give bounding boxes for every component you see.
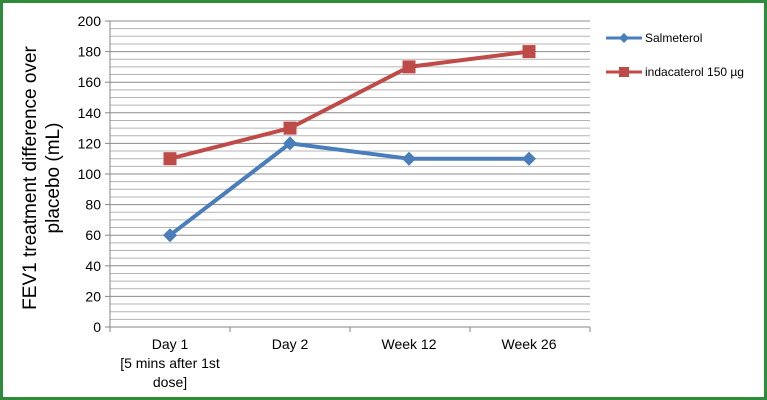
y-tick-label: 180: [78, 44, 102, 60]
data-point-marker: [402, 60, 416, 74]
x-tick-label: Week 26: [502, 336, 557, 352]
data-point-marker: [522, 151, 536, 166]
series-line-1: [169, 49, 530, 161]
data-point-marker: [163, 228, 177, 243]
gridlines: [110, 20, 590, 320]
y-tick-label: 100: [78, 166, 102, 182]
legend: Salmeterol indacaterol 150 µg: [606, 31, 744, 79]
x-tick-labels: Day 1 [5 mins after 1st dose] Day 2 Week 12 W…: [120, 336, 557, 390]
y-tick-label: 0: [93, 319, 101, 335]
y-tick-label: 140: [78, 105, 102, 121]
data-point-marker: [163, 152, 177, 166]
y-tick-label: 20: [85, 288, 101, 304]
data-point-marker: [283, 121, 297, 135]
legend-marker: [619, 33, 629, 43]
y-tick-label: 120: [78, 135, 102, 151]
y-tick-label: 200: [78, 13, 102, 29]
y-tick-label: 60: [85, 227, 101, 243]
y-tick-label: 40: [85, 258, 101, 274]
x-tick-label: Day 2: [272, 336, 309, 352]
series-line-0: [168, 141, 529, 237]
series-group: [163, 45, 536, 243]
y-tick-label: 80: [85, 197, 101, 213]
y-tick-labels: 0 20 40 60 80 100 120 140 160 180 200: [78, 13, 102, 335]
legend-label: Salmeterol: [645, 31, 702, 45]
axes: [105, 20, 591, 332]
data-point-marker: [522, 45, 536, 59]
data-point-marker: [283, 136, 297, 151]
data-point-marker: [402, 151, 416, 166]
y-axis-label: FEV1 treatment difference over placebo (m…: [20, 45, 64, 309]
x-tick-label: Week 12: [382, 336, 437, 352]
y-tick-label: 160: [78, 74, 102, 90]
legend-marker: [619, 67, 629, 77]
x-tick-label: Day 1 [5 mins after 1st dose]: [120, 336, 220, 390]
legend-label: indacaterol 150 µg: [645, 65, 744, 79]
